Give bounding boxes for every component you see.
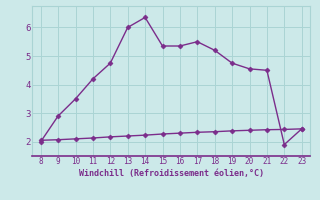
X-axis label: Windchill (Refroidissement éolien,°C): Windchill (Refroidissement éolien,°C) — [79, 169, 264, 178]
